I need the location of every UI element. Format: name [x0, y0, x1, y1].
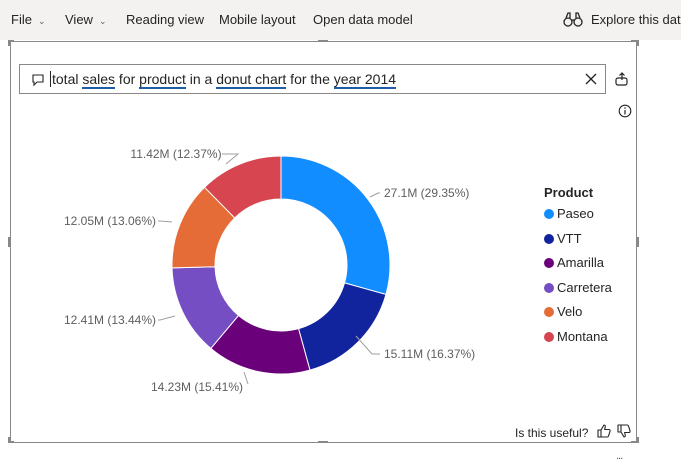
chat-bubble-icon	[32, 74, 44, 87]
legend-label: Montana	[557, 328, 608, 344]
resize-handle[interactable]	[637, 437, 639, 443]
qa-recognized-term: sales	[82, 71, 116, 89]
mobile-layout-label: Mobile layout	[219, 12, 296, 27]
legend-label: VTT	[557, 230, 582, 246]
resize-handle[interactable]	[318, 40, 328, 42]
legend-item-vtt[interactable]: VTT	[544, 231, 582, 247]
reading-view-label: Reading view	[126, 12, 205, 27]
file-menu-label: File	[11, 12, 32, 27]
thumbs-up-icon[interactable]	[596, 423, 612, 439]
legend-label: Amarilla	[557, 255, 604, 270]
text-cursor	[50, 71, 51, 87]
resize-handle[interactable]	[8, 441, 14, 443]
legend-item-carretera[interactable]: Carretera	[544, 280, 612, 296]
leader-line	[355, 335, 380, 355]
resize-handle[interactable]	[637, 237, 639, 247]
leader-line	[158, 220, 173, 223]
leader-line	[222, 153, 240, 165]
menu-bar: File ⌄ View ⌄ Reading view Mobile layout O…	[0, 0, 681, 40]
chevron-down-icon: ⌄	[37, 16, 46, 26]
close-icon[interactable]	[585, 73, 597, 85]
qa-recognized-term: year 2014	[333, 71, 397, 89]
file-menu[interactable]: File ⌄	[11, 0, 46, 40]
data-label-amarilla: 14.23M (15.41%)	[151, 380, 243, 394]
resize-handle[interactable]	[8, 437, 10, 443]
resize-handle[interactable]	[631, 441, 639, 443]
qa-query-word: total	[52, 71, 83, 87]
leader-line	[369, 192, 380, 198]
donut-slice-vtt[interactable]	[297, 282, 387, 371]
legend-label: Velo	[557, 304, 583, 319]
resize-handle[interactable]	[8, 40, 14, 42]
resize-handle[interactable]	[8, 237, 10, 247]
open-data-model-label: Open data model	[313, 12, 413, 27]
data-label-carretera: 12.41M (13.44%)	[64, 313, 156, 327]
donut-slice-montana[interactable]	[203, 155, 282, 219]
visual-container[interactable]	[10, 41, 637, 443]
data-label-vtt: 15.11M (16.37%)	[384, 347, 475, 361]
resize-handle[interactable]	[8, 40, 10, 46]
resize-handle[interactable]	[318, 441, 328, 443]
data-label-montana: 11.42M (12.37%)	[130, 147, 221, 161]
more-options-icon[interactable]: ...	[616, 450, 623, 462]
legend-marker	[544, 331, 554, 342]
reading-view-button[interactable]: Reading view	[126, 0, 204, 40]
data-label-paseo: 27.1M (29.35%)	[384, 186, 469, 200]
qa-question-input[interactable]: total sales for product in a donut chart…	[19, 64, 606, 94]
legend-item-velo[interactable]: Velo	[544, 304, 582, 320]
legend-item-montana[interactable]: Montana	[544, 329, 608, 345]
legend-marker	[544, 282, 554, 293]
qa-query-word: for the	[286, 71, 334, 87]
explore-data-label: Explore this data	[591, 12, 681, 27]
legend-marker	[544, 209, 554, 219]
legend-marker	[544, 233, 554, 244]
thumbs-down-icon[interactable]	[616, 423, 632, 439]
legend-label: Carretera	[557, 279, 612, 295]
chevron-down-icon: ⌄	[98, 16, 107, 26]
mobile-layout-button[interactable]: Mobile layout	[219, 0, 296, 40]
legend-title: Product	[544, 185, 594, 200]
leader-line	[243, 371, 249, 385]
legend-item-amarilla[interactable]: Amarilla	[544, 255, 604, 271]
info-icon[interactable]	[618, 104, 632, 118]
donut-slice-paseo[interactable]	[280, 155, 391, 296]
leader-line	[158, 315, 176, 321]
qa-query-word: in a	[185, 71, 217, 87]
legend-marker	[544, 258, 554, 268]
qa-query-text[interactable]: total sales for product in a donut chart…	[50, 65, 397, 93]
useful-prompt: Is this useful?	[515, 426, 589, 440]
view-menu[interactable]: View ⌄	[65, 0, 107, 40]
resize-handle[interactable]	[631, 40, 639, 42]
legend-item-paseo[interactable]: Paseo	[544, 206, 594, 222]
view-menu-label: View	[65, 12, 93, 27]
qa-query-word: for	[115, 71, 140, 87]
open-data-model-button[interactable]: Open data model	[313, 0, 413, 40]
legend-label: Paseo	[557, 206, 594, 221]
qa-recognized-term: donut chart	[216, 71, 287, 89]
binoculars-icon	[563, 12, 583, 27]
legend-marker	[544, 307, 554, 317]
resize-handle[interactable]	[637, 40, 639, 46]
data-label-velo: 12.05M (13.06%)	[64, 214, 156, 228]
share-icon[interactable]	[614, 71, 630, 87]
qa-recognized-term: product	[139, 71, 186, 89]
